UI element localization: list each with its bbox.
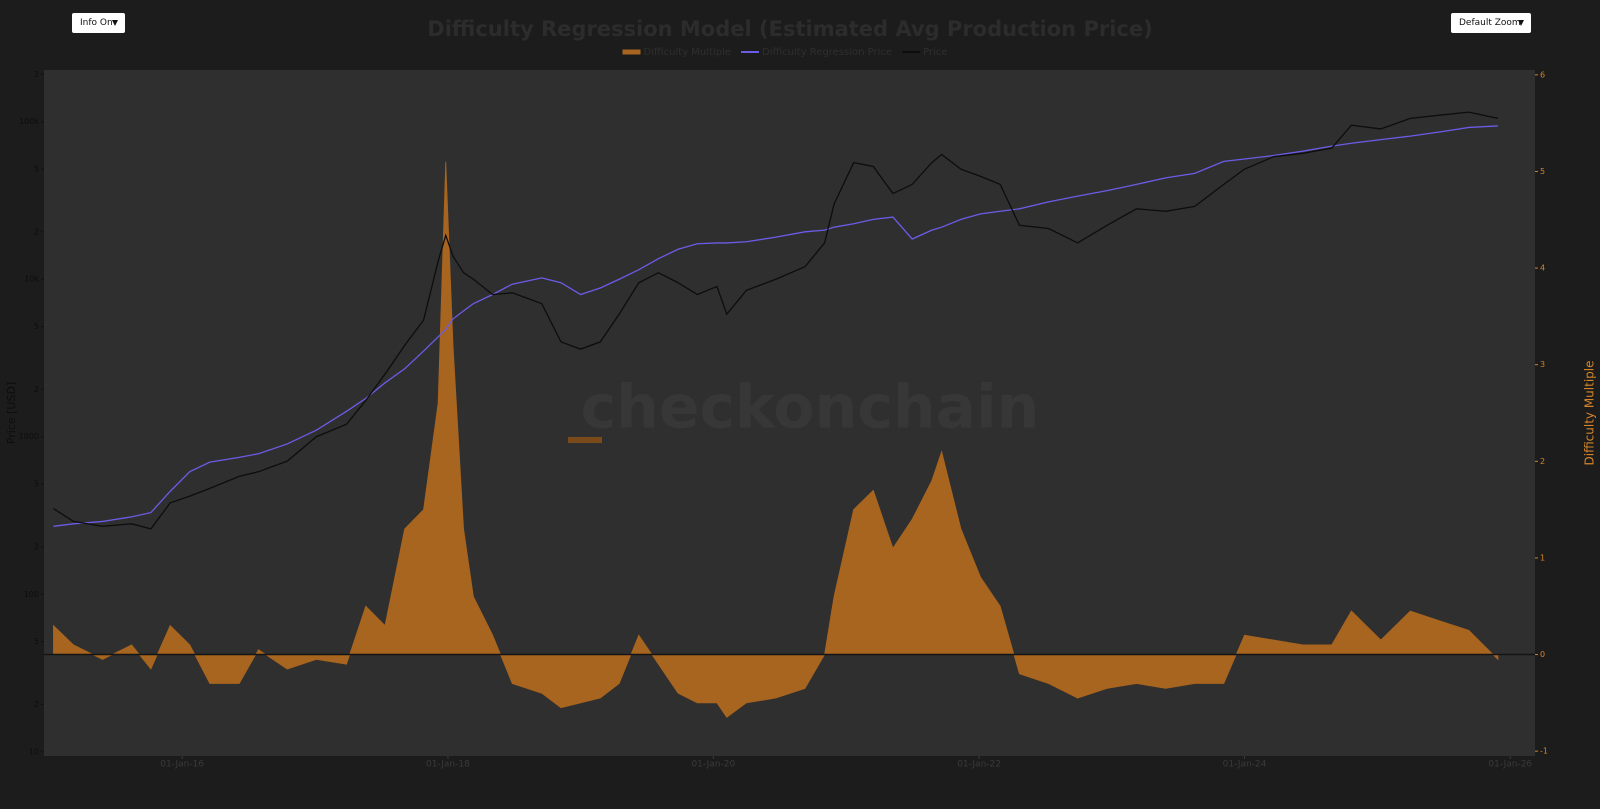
y-tick-label: 2 [34,700,39,709]
y-tick-label: 1000 [19,432,39,441]
y2-tick-label: 1 [1540,553,1545,562]
y-tick-label: 2 [34,70,39,79]
y2-tick-label: 0 [1540,650,1545,659]
x-tick-label: 01-Jan-24 [1223,760,1267,770]
y2-tick-label: 5 [1540,167,1545,176]
x-tick-label: 01-Jan-26 [1488,760,1532,770]
y2-tick-label: -1 [1540,747,1548,756]
y-tick-label: 5 [34,165,39,174]
y-tick-label: 5 [34,322,39,331]
zoom-dropdown[interactable]: Default Zoom [1451,13,1531,33]
plot-area [44,70,1535,756]
y-tick-label: 2 [34,227,39,236]
y-tick-label: 100k [19,117,39,126]
legend-label: Difficulty Multiple [644,47,732,58]
y2-tick-label: 4 [1540,264,1545,273]
y2-axis-label: Difficulty Multiple [1583,361,1597,466]
x-tick-label: 01-Jan-20 [691,760,735,770]
y-tick-label: 10 [29,747,39,756]
watermark: checkonchain [581,373,1040,443]
y-tick-label: 5 [34,480,39,489]
y2-tick-label: 3 [1540,360,1545,369]
chart-title: Difficulty Regression Model (Estimated A… [427,17,1152,41]
x-tick-label: 01-Jan-18 [426,760,470,770]
y2-tick-label: 6 [1540,70,1545,79]
legend: Difficulty Multiple Difficulty Regression… [622,47,947,58]
series-layer [44,111,1535,718]
line [53,111,1499,530]
x-tick-label: 01-Jan-16 [160,760,204,770]
info-dropdown[interactable]: Info On [72,13,125,33]
y-axis-label: Price [USD] [5,382,18,444]
watermark-bar [568,437,602,443]
line [53,125,1498,527]
legend-label: Difficulty Regression Price [762,47,892,58]
y2-tick-label: 2 [1540,457,1545,466]
y-tick-label: 100 [24,590,39,599]
y-tick-label: 10k [24,275,39,284]
legend-label: Price [923,47,947,58]
x-tick-label: 01-Jan-22 [957,760,1001,770]
y-tick-label: 5 [34,637,39,646]
y-tick-label: 2 [34,385,39,394]
y-tick-label: 2 [34,542,39,551]
area [53,161,1499,718]
